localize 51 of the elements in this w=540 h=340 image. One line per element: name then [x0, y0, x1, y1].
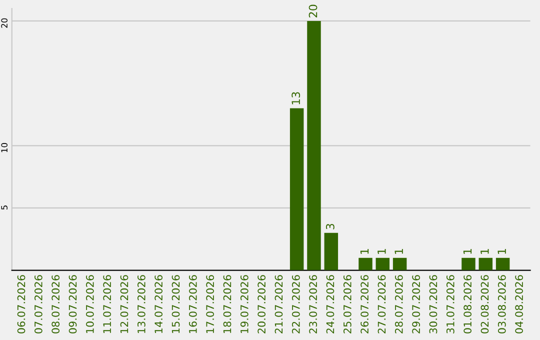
x-tick-label: 12.07.2026 [120, 275, 128, 333]
data-label: 1 [480, 249, 489, 254]
x-tick-label: 30.07.2026 [429, 275, 438, 334]
x-tick-label: 07.07.2026 [34, 275, 42, 334]
data-label: 3 [326, 224, 334, 230]
y-tick-label: 10 [1, 143, 8, 152]
x-tick-label: 17.07.2026 [206, 275, 214, 333]
x-tick-label: 02.08.2026 [480, 275, 489, 334]
x-tick-label: 24.07.2026 [326, 275, 334, 334]
x-tick-label: 11.07.2026 [103, 275, 112, 333]
x-tick-label: 15.07.2026 [172, 275, 180, 333]
bar [307, 20, 321, 270]
x-tick-label: 10.07.2026 [86, 275, 94, 333]
x-tick-label: 01.08.2026 [464, 275, 472, 334]
x-tick-label: 16.07.2026 [188, 275, 197, 333]
x-tick-label: 08.07.2026 [52, 275, 60, 334]
x-tick-label: 31.07.2026 [446, 275, 454, 334]
data-label: 20 [308, 4, 318, 18]
x-tick-label: 09.07.2026 [68, 275, 77, 334]
data-label: 13 [292, 92, 300, 104]
x-tick-label: 19.07.2026 [240, 275, 248, 333]
y-tick-label: 20 [1, 18, 8, 28]
data-label: 1 [378, 249, 386, 254]
bar [358, 258, 372, 270]
x-tick-label: 14.07.2026 [154, 275, 163, 333]
bar [478, 258, 493, 270]
x-tick-label: 28.07.2026 [394, 275, 403, 334]
x-tick-label: 27.07.2026 [378, 275, 386, 334]
data-label: 1 [360, 249, 369, 254]
x-tick-label: 03.08.2026 [498, 275, 506, 334]
data-label: 1 [394, 249, 403, 254]
x-tick-label: 22.07.2026 [292, 275, 300, 334]
bar [290, 108, 304, 270]
bar [376, 258, 390, 270]
x-tick-label: 06.07.2026 [17, 275, 26, 334]
x-tick-label: 29.07.2026 [412, 275, 420, 334]
x-tick-label: 13.07.2026 [137, 275, 146, 333]
y-tick-label: 5 [1, 206, 8, 210]
x-tick-label: 25.07.2026 [343, 275, 352, 334]
x-tick-label: 21.07.2026 [274, 275, 283, 334]
x-tick-label: 20.07.2026 [258, 275, 266, 334]
x-tick-label: 23.07.2026 [309, 275, 318, 334]
bar [462, 258, 476, 270]
x-tick-label: 18.07.2026 [223, 275, 232, 333]
x-tick-label: 04.08.2026 [515, 275, 524, 334]
bar [496, 258, 510, 270]
bar [324, 232, 338, 270]
x-tick-label: 26.07.2026 [360, 275, 369, 334]
bar [392, 258, 407, 270]
data-label: 1 [463, 249, 472, 254]
data-label: 1 [498, 249, 506, 254]
